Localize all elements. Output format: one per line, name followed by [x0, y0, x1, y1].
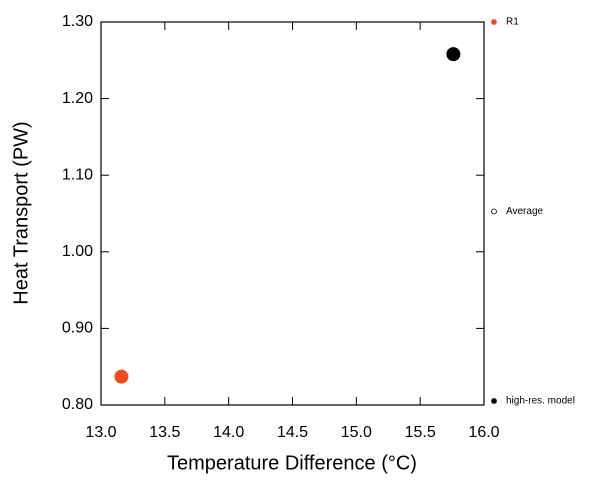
x-tick-label: 16.0: [468, 424, 499, 441]
x-tick-label: 15.0: [341, 424, 372, 441]
x-tick-label: 14.0: [213, 424, 244, 441]
x-tick-label: 14.5: [277, 424, 308, 441]
x-tick-label: 15.5: [405, 424, 436, 441]
legend-marker: [491, 208, 497, 215]
point: [446, 47, 461, 62]
legend-marker: [491, 19, 497, 25]
y-tick-label: 0.90: [62, 320, 93, 337]
x-tick-label: 13.5: [149, 424, 180, 441]
plot-frame: [100, 21, 485, 406]
legend-marker: [491, 398, 497, 404]
y-axis-label: Heat Transport (PW): [10, 121, 32, 304]
x-axis-label: Temperature Difference (°C): [167, 452, 417, 474]
y-tick-label: 1.30: [62, 13, 93, 30]
legend-label: R1: [506, 17, 519, 28]
y-tick-label: 1.00: [62, 243, 93, 260]
x-tick-label: 13.0: [85, 424, 116, 441]
y-tick-label: 1.20: [62, 90, 93, 107]
y-tick-label: 0.80: [62, 396, 93, 413]
legend-label: Average: [506, 206, 544, 217]
y-tick-label: 1.10: [62, 166, 93, 183]
legend-label: high-res. model: [506, 396, 575, 407]
point: [114, 369, 129, 384]
